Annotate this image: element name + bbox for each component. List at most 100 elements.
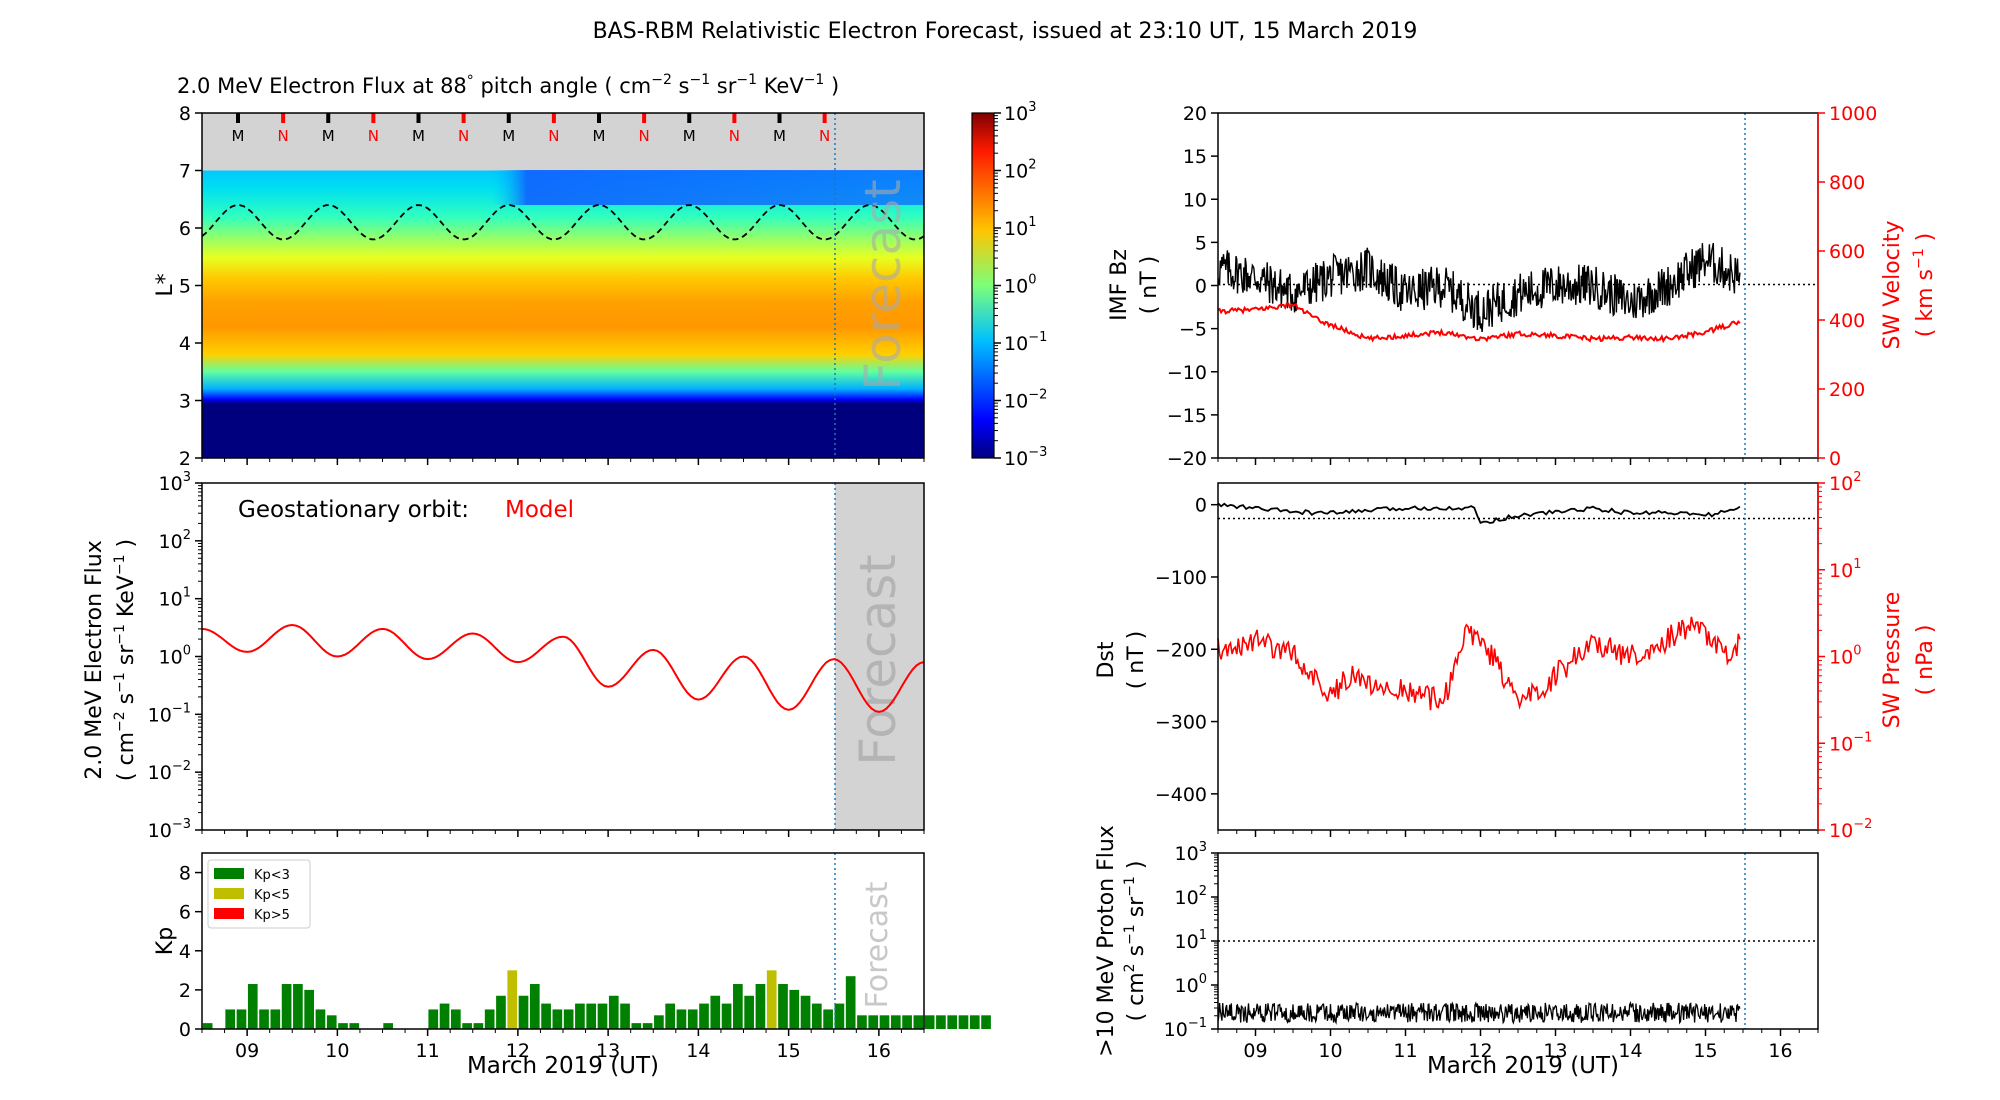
right-xlabel: March 2019 (UT) [1427,1053,1619,1079]
kp-legend-swatch [214,888,244,899]
kp-bar [766,970,777,1029]
marker-tick [371,113,376,123]
kp-bar [202,1023,213,1029]
kp-legend-label: Kp<5 [254,888,290,903]
kp-bar [507,970,518,1029]
y-tick-label: 200 [1829,379,1865,401]
marker-tick [597,113,601,123]
x-tick-label: 09 [235,1040,259,1062]
y-tick-label: 103 [159,470,191,495]
kp-bar [778,984,788,1029]
y-tick-label: 8 [179,103,191,125]
y-tick-label: 102 [159,528,191,553]
kp-ylabel: Kp [153,927,178,955]
flux-map-forecast-label: Forecast [854,179,912,391]
marker-tick [506,113,511,123]
kp-bar [902,1015,912,1029]
y-tick-label: 101 [159,586,191,611]
kp-bar [755,984,766,1029]
marker-label: M [773,127,786,145]
geo-flux-forecast-shade [835,483,924,830]
kp-bar [958,1015,969,1029]
y-tick-label: 7 [179,161,191,183]
kp-x-ticks: 09 10 11 12 13 14 15 16 [201,1029,925,1062]
y-tick-label: −5 [1179,319,1207,341]
dst-ylabel-line2: ( nT ) [1124,631,1149,690]
kp-bar [744,995,754,1029]
kp-bar [676,1009,687,1029]
y-tick-label: 400 [1829,310,1865,332]
marker-label: M [412,127,425,145]
geo-flux-frame [201,482,925,831]
y-tick-label: 4 [179,333,191,355]
y-tick-label: 10−1 [1164,1016,1207,1041]
flux-map-ylabel: L* [153,273,178,296]
kp-bar [541,1003,551,1029]
marker-label: N [819,127,830,145]
kp-legend-label: Kp<3 [254,868,290,883]
flux-map-panel: 2.0 MeV Electron Flux at 88° pitch angle… [153,72,925,470]
kp-bar [281,984,292,1029]
marker-label: M [593,127,606,145]
geo-flux-annotation: Geostationary orbit: [238,497,469,523]
kp-bar [315,1009,326,1029]
sw-velocity-line [1217,302,1741,344]
kp-bar [721,1003,732,1029]
colorbar-tick-label: 100 [1004,273,1036,298]
kp-bar [654,1015,664,1029]
marker-label: N [368,127,379,145]
marker-label: N [458,127,469,145]
dst-y-ticks: 0 −100 −200 −300 −400 [1155,495,1218,806]
y-tick-label: 10−2 [148,759,191,784]
y-tick-label: 100 [1829,644,1861,669]
marker-tick [461,113,466,123]
dst-frame [1217,482,1819,831]
y-tick-label: 103 [1175,840,1207,865]
y-tick-label: 10−1 [148,701,191,726]
proton-panel: 103 102 101 100 10−1 09 10 11 12 13 14 15 16 >10 Me… [1094,825,1819,1079]
x-tick-label: 09 [1243,1040,1267,1062]
colorbar-tick-label: 10−2 [1004,388,1047,413]
kp-legend: Kp<3 Kp<5 Kp>5 [207,859,311,929]
kp-bar [811,1003,822,1029]
imf-bz-line [1217,242,1741,332]
sw-velocity-label-line1: SW Velocity [1880,220,1905,349]
y-tick-label: 10−2 [1829,817,1872,842]
kp-bar [236,1009,247,1029]
y-tick-label: 4 [179,941,191,963]
kp-bar [586,1003,597,1029]
kp-bar [552,1009,563,1029]
kp-bar [462,1023,472,1029]
kp-bar [529,984,540,1029]
marker-tick [822,113,827,123]
y-tick-label: 1000 [1829,103,1877,125]
imf-y-ticks: −20 −15 −10 −5 0 5 10 15 20 [1167,103,1218,470]
kp-bar [834,1003,845,1029]
x-tick-label: 14 [686,1040,710,1062]
kp-legend-swatch [214,868,244,879]
kp-bar [518,995,529,1029]
y-tick-label: 2 [179,980,191,1002]
kp-bar [349,1023,360,1029]
kp-bar [225,1009,236,1029]
y-tick-label: −100 [1155,567,1207,589]
kp-bar [383,1023,393,1029]
y-tick-label: −15 [1167,405,1207,427]
imf-x-ticks [1217,458,1819,465]
kp-bar [326,1015,337,1029]
kp-bar [247,984,258,1029]
kp-bar [913,1015,924,1029]
kp-bar [293,984,303,1029]
x-tick-label: 10 [325,1040,349,1062]
y-tick-label: 5 [179,276,191,298]
left-xlabel: March 2019 (UT) [467,1053,659,1079]
y-tick-label: 100 [1175,972,1207,997]
x-tick-label: 14 [1618,1040,1642,1062]
marker-tick [416,113,421,123]
y-tick-label: 10−3 [148,817,191,842]
kp-bar [936,1015,946,1029]
marker-tick [777,113,782,123]
colorbar-tick-label: 101 [1004,215,1036,240]
kp-bar [563,1009,574,1029]
